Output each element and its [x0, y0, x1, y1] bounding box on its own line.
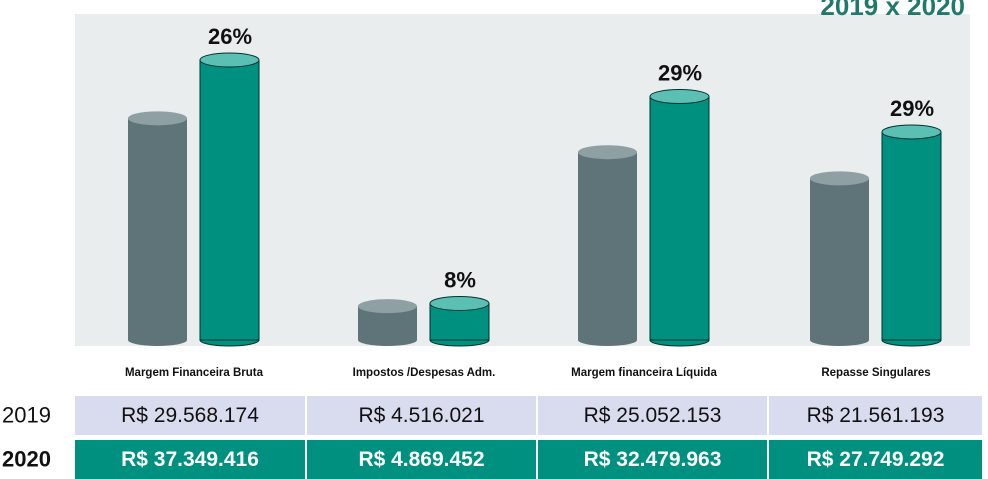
cylinder-bar	[578, 145, 637, 346]
growth-label: 29%	[890, 96, 934, 121]
cylinder-bar	[810, 171, 869, 346]
cylinder-bar	[429, 295, 490, 347]
row-label: 2020	[2, 446, 51, 471]
cylinder-top	[128, 111, 187, 126]
table-cell	[75, 396, 305, 435]
table-cell	[538, 396, 767, 435]
table-value: R$ 4.516.021	[358, 404, 484, 427]
cylinder-body	[128, 118, 187, 340]
cylinder-body	[578, 152, 637, 340]
chart-title: 2019 x 2020	[820, 0, 965, 21]
cylinder-bar	[649, 89, 710, 347]
cylinder-top	[881, 124, 942, 140]
x-tick-label: Margem Financeira Bruta	[125, 367, 264, 379]
x-tick-label: Margem financeira Líquida	[571, 367, 717, 379]
cylinder-top	[358, 299, 417, 314]
table-value: R$ 21.561.193	[807, 404, 945, 427]
table-value: R$ 29.568.174	[121, 404, 259, 427]
cylinder-bar	[199, 52, 260, 347]
table-value: R$ 37.349.416	[121, 448, 259, 471]
table-value: R$ 32.479.963	[584, 448, 722, 471]
growth-label: 26%	[208, 24, 252, 49]
cylinder-top	[199, 52, 260, 68]
cylinder-bar	[128, 111, 187, 346]
table-value: R$ 25.052.153	[584, 404, 722, 427]
x-tick-label: Repasse Singulares	[821, 367, 930, 379]
cylinder-top	[810, 171, 869, 186]
growth-label: 29%	[658, 60, 702, 85]
table-cell	[538, 440, 767, 479]
row-label: 2019	[2, 402, 51, 427]
x-tick-label: Impostos /Despesas Adm.	[353, 367, 496, 379]
table-value: R$ 4.869.452	[358, 448, 484, 471]
cylinder-body	[810, 178, 869, 340]
table-cell	[307, 396, 536, 435]
table-cell	[307, 440, 536, 479]
cylinder-body	[649, 96, 710, 341]
cylinder-bar	[881, 124, 942, 347]
cylinder-body	[881, 131, 942, 341]
table-value: R$ 27.749.292	[807, 448, 945, 471]
table-cell	[769, 396, 982, 435]
table-cell	[75, 440, 305, 479]
cylinder-top	[429, 295, 490, 311]
cylinder-top	[649, 89, 710, 105]
cylinder-top	[578, 145, 637, 160]
cylinder-body	[199, 59, 260, 341]
table-cell	[769, 440, 982, 479]
growth-label: 8%	[444, 267, 476, 292]
cylinder-bar	[358, 299, 417, 346]
